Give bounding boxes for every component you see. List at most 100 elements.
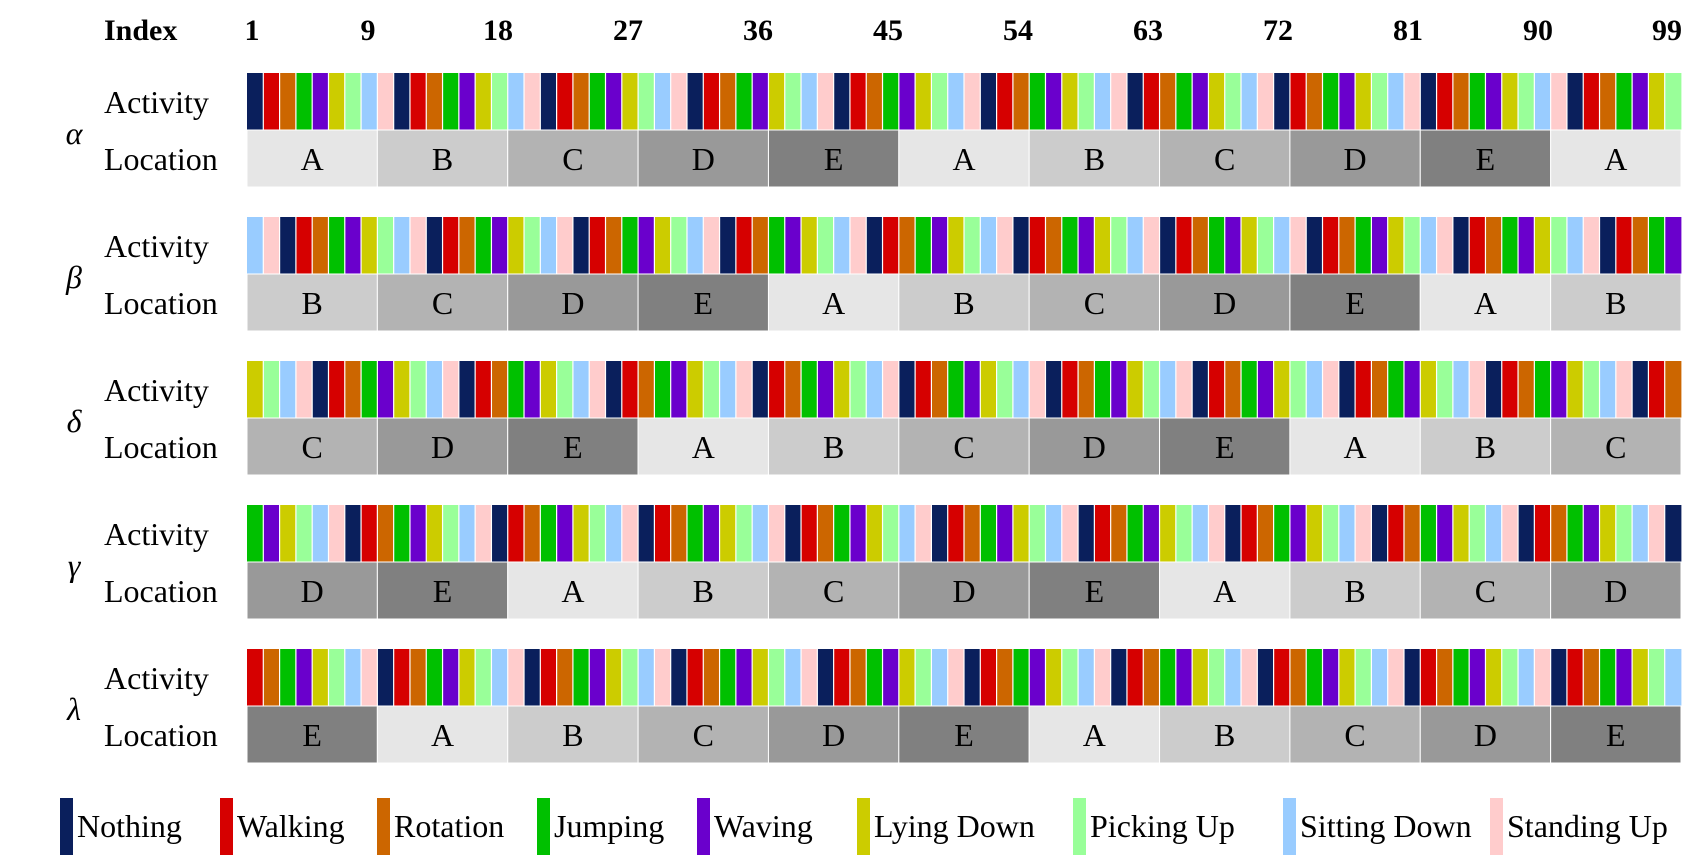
activity-segment <box>540 649 558 706</box>
activity-segment <box>1241 505 1258 562</box>
activity-segment <box>784 505 802 562</box>
location-cell-label: C <box>1214 141 1235 177</box>
activity-segment <box>1192 361 1209 418</box>
activity-segment <box>475 505 492 562</box>
activity-segment <box>1469 73 1486 130</box>
activity-segment <box>1061 649 1079 706</box>
activity-segment <box>931 649 949 706</box>
activity-segment <box>507 217 525 274</box>
activity-segment <box>947 361 965 418</box>
activity-segment <box>377 361 395 418</box>
activity-segment <box>1518 361 1535 418</box>
activity-segment <box>1289 649 1307 706</box>
activity-segment <box>393 649 411 706</box>
activity-segment <box>605 73 623 130</box>
index-tick: 36 <box>743 14 773 47</box>
location-cell-label: C <box>302 429 323 465</box>
activity-segment <box>361 505 378 562</box>
activity-segment <box>1615 217 1633 274</box>
activity-segment <box>1387 505 1405 562</box>
activity-segment <box>1599 649 1617 706</box>
activity-segment <box>898 505 916 562</box>
activity-segment <box>1029 73 1046 130</box>
activity-segment <box>1029 649 1046 706</box>
activity-segment <box>1110 73 1128 130</box>
activity-segment <box>1371 217 1389 274</box>
activity-segment <box>882 217 900 274</box>
location-cell-label: D <box>1344 141 1367 177</box>
activity-segment <box>1257 217 1275 274</box>
activity-segment <box>686 361 704 418</box>
activity-segment <box>1599 505 1617 562</box>
activity-segment <box>1485 73 1503 130</box>
activity-segment <box>1403 73 1421 130</box>
activity-segment <box>817 649 835 706</box>
activity-segment <box>735 505 753 562</box>
activity-segment <box>1566 73 1584 130</box>
activity-segment <box>1534 361 1552 418</box>
legend-label: Sitting Down <box>1300 808 1472 844</box>
activity-segment <box>849 73 867 130</box>
location-cell-label: A <box>1474 285 1497 321</box>
activity-segment <box>654 505 672 562</box>
activity-segment <box>442 217 460 274</box>
activity-segment <box>931 361 949 418</box>
activity-segment <box>1583 505 1600 562</box>
activity-segment <box>247 649 264 706</box>
location-cell <box>376 417 509 476</box>
activity-segment <box>1208 505 1226 562</box>
activity-segment <box>1289 217 1307 274</box>
index-tick: 18 <box>483 14 513 47</box>
activity-segment <box>1289 361 1307 418</box>
activity-segment <box>1012 649 1030 706</box>
activity-segment <box>1583 73 1600 130</box>
activity-segment <box>295 217 313 274</box>
activity-segment <box>1355 217 1372 274</box>
activity-segment <box>964 505 981 562</box>
activity-segment <box>866 649 883 706</box>
group-label: β <box>65 259 82 295</box>
activity-segment <box>507 649 525 706</box>
activity-segment <box>1534 505 1552 562</box>
activity-segment <box>1452 505 1470 562</box>
activity-segment <box>833 505 851 562</box>
activity-segment <box>1175 649 1193 706</box>
location-cell <box>246 417 378 476</box>
activity-segment <box>1094 649 1112 706</box>
activity-segment <box>1078 361 1095 418</box>
activity-segment <box>279 649 297 706</box>
activity-segment <box>1192 217 1209 274</box>
activity-segment <box>1387 73 1405 130</box>
activity-segment <box>247 361 264 418</box>
activity-segment <box>1110 217 1128 274</box>
activity-segment <box>1029 217 1046 274</box>
activity-segment <box>426 73 443 130</box>
activity-segment <box>1566 505 1584 562</box>
activity-segment <box>784 73 802 130</box>
activity-segment <box>1452 649 1470 706</box>
activity-segment <box>1648 649 1666 706</box>
activity-segment <box>686 505 704 562</box>
activity-segment <box>295 649 313 706</box>
activity-segment <box>507 505 525 562</box>
activity-segment <box>1224 649 1242 706</box>
activity-segment <box>1403 217 1421 274</box>
activity-segment <box>605 217 623 274</box>
activity-segment <box>817 505 835 562</box>
activity-segment <box>589 217 606 274</box>
activity-segment <box>752 361 769 418</box>
activity-segment <box>801 73 818 130</box>
activity-segment <box>312 505 329 562</box>
activity-segment <box>263 73 280 130</box>
location-cell <box>507 273 639 332</box>
activity-segment <box>1420 217 1437 274</box>
activity-segment <box>328 505 346 562</box>
activity-segment <box>686 73 704 130</box>
activity-segment <box>768 649 786 706</box>
location-cell-label: D <box>1604 573 1627 609</box>
activity-segment <box>475 649 492 706</box>
activity-segment <box>833 649 851 706</box>
activity-segment <box>915 361 932 418</box>
activity-segment <box>1306 649 1323 706</box>
location-cell <box>1289 561 1421 620</box>
